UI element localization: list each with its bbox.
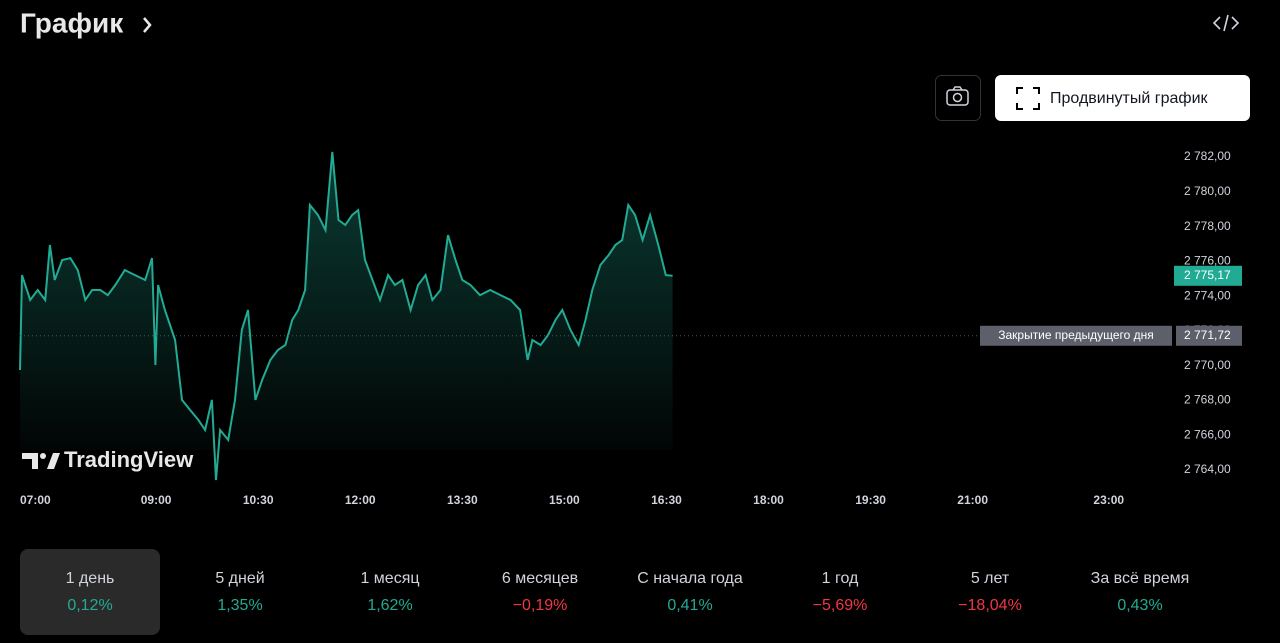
period-tab[interactable]: 1 месяц 1,62% [360,570,419,614]
period-label: 5 лет [971,570,1010,587]
x-tick-label: 07:00 [20,493,51,507]
period-change: −0,19% [513,597,568,614]
period-label: За всё время [1091,570,1190,587]
x-tick-label: 19:30 [855,493,886,507]
period-tab[interactable]: 6 месяцев −0,19% [502,570,578,614]
x-tick-label: 15:00 [549,493,580,507]
advanced-chart-label: Продвинутый график [1050,90,1209,107]
last-price-label: 2 775,17 [1184,268,1231,282]
period-tab[interactable]: 1 день 0,12% [20,549,160,635]
x-tick-label: 23:00 [1093,493,1124,507]
price-line [19,151,673,481]
prev-close-label: 2 771,72 [1184,328,1231,342]
y-tick-label: 2 782,00 [1184,149,1231,163]
area-fill [20,152,673,481]
x-tick-label: 12:00 [345,493,376,507]
y-tick-label: 2 768,00 [1184,393,1231,407]
period-label: 1 год [822,570,859,587]
x-tick-label: 16:30 [651,493,682,507]
period-tab[interactable]: 5 дней 1,35% [215,570,264,614]
y-tick-label: 2 766,00 [1184,427,1231,441]
period-label: 6 месяцев [502,570,578,587]
period-label: 1 месяц [360,570,419,587]
period-label: С начала года [637,570,743,587]
y-tick-label: 2 770,00 [1184,358,1231,372]
x-tick-label: 18:00 [753,493,784,507]
x-tick-label: 09:00 [141,493,172,507]
period-label: 5 дней [215,570,264,587]
title-chevron[interactable] [143,17,152,33]
y-tick-label: 2 776,00 [1184,254,1231,268]
period-change: −18,04% [958,597,1022,614]
y-tick-label: 2 764,00 [1184,462,1231,476]
prev-close-caption-bg [980,325,1172,346]
period-change: 1,62% [367,597,412,614]
y-tick-label: 2 774,00 [1184,288,1231,302]
period-tab-selected-bg [20,549,160,635]
period-change: −5,69% [813,597,868,614]
title: График [20,7,124,38]
y-tick-label: 2 780,00 [1184,184,1231,198]
period-change: 0,12% [67,597,112,614]
embed-icon[interactable] [1212,14,1240,32]
period-tab[interactable]: За всё время 0,43% [1091,570,1190,614]
y-tick-label: 2 778,00 [1184,219,1231,233]
x-tick-label: 13:30 [447,493,478,507]
prev-close-label-bg [1176,325,1242,346]
screenshot-button[interactable] [935,75,981,121]
watermark: TradingView [22,447,194,472]
prev-close-caption: Закрытие предыдущего дня [998,328,1154,342]
x-tick-label: 21:00 [957,493,988,507]
last-price-bg [1174,265,1242,286]
period-change: 0,41% [667,597,712,614]
period-change: 1,35% [217,597,262,614]
x-tick-label: 10:30 [243,493,274,507]
watermark-text: TradingView [64,447,194,472]
period-tab[interactable]: 1 год −5,69% [813,570,868,614]
period-tab[interactable]: С начала года 0,41% [637,570,743,614]
period-change: 0,43% [1117,597,1162,614]
period-tab[interactable]: 5 лет −18,04% [958,570,1022,614]
advanced-chart-button[interactable]: Продвинутый график [995,75,1250,121]
period-label: 1 день [66,570,115,587]
